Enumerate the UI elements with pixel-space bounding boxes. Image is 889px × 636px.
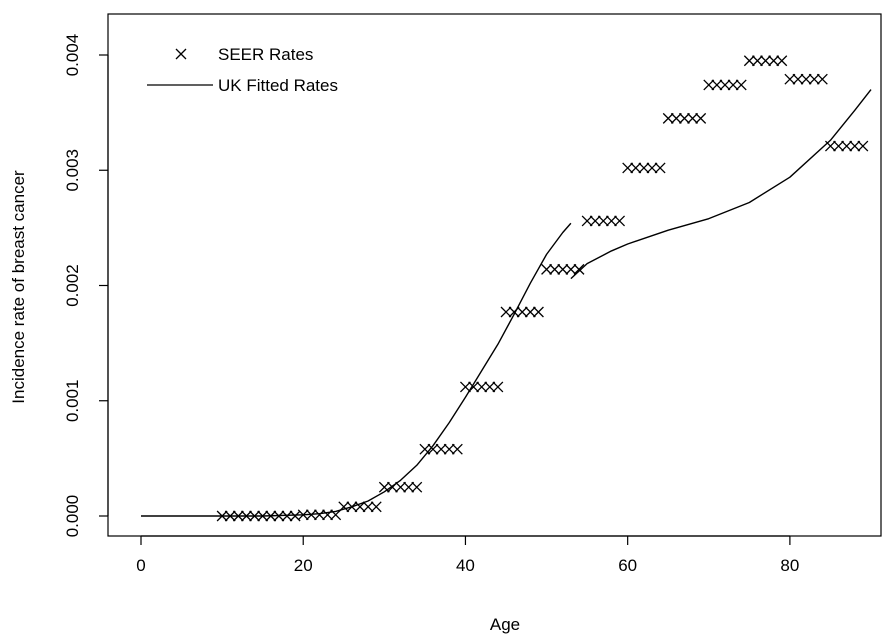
seer-point: [833, 140, 845, 152]
seer-point: [549, 263, 561, 275]
seer-point: [743, 55, 755, 67]
seer-point: [427, 443, 439, 455]
seer-point: [435, 443, 447, 455]
seer-point: [500, 306, 512, 318]
x-tick-label: 0: [136, 556, 145, 575]
seer-point: [711, 79, 723, 91]
seer-point: [581, 215, 593, 227]
seer-point: [776, 55, 788, 67]
legend: SEER Rates UK Fitted Rates: [147, 45, 338, 95]
seer-point: [605, 215, 617, 227]
legend-label-uk: UK Fitted Rates: [218, 76, 338, 95]
seer-point: [370, 501, 382, 513]
seer-point: [703, 79, 715, 91]
x-tick-label: 80: [780, 556, 799, 575]
seer-point: [557, 263, 569, 275]
seer-point: [816, 73, 828, 85]
seer-point: [524, 306, 536, 318]
y-axis-label: Incidence rate of breast cancer: [9, 170, 28, 404]
y-tick-label: 0.003: [63, 149, 82, 192]
y-tick-label: 0.000: [63, 495, 82, 538]
y-tick-label: 0.004: [63, 34, 82, 77]
seer-point: [459, 381, 471, 393]
y-tick-label: 0.002: [63, 264, 82, 307]
seer-point: [395, 481, 407, 493]
legend-x-marker: [175, 48, 187, 60]
x-tick-label: 20: [294, 556, 313, 575]
seer-point: [378, 481, 390, 493]
x-axis: 0 20 40 60 80: [136, 535, 799, 575]
seer-point: [589, 215, 601, 227]
seer-point: [443, 443, 455, 455]
y-tick-label: 0.001: [63, 379, 82, 422]
seer-point: [484, 381, 496, 393]
seer-point: [614, 215, 626, 227]
legend-entry-uk: UK Fitted Rates: [147, 76, 338, 95]
seer-point: [727, 79, 739, 91]
seer-point: [792, 73, 804, 85]
seer-point: [670, 112, 682, 124]
seer-point: [541, 263, 553, 275]
legend-label-seer: SEER Rates: [218, 45, 313, 64]
seer-point: [841, 140, 853, 152]
uk-fitted-line: [141, 222, 572, 517]
seer-point: [849, 140, 861, 152]
x-tick-label: 60: [618, 556, 637, 575]
seer-point: [419, 443, 431, 455]
seer-point: [403, 481, 415, 493]
series-layer: [141, 55, 872, 522]
seer-point: [573, 263, 585, 275]
seer-point: [597, 215, 609, 227]
seer-point: [646, 162, 658, 174]
seer-point: [678, 112, 690, 124]
seer-point: [751, 55, 763, 67]
legend-entry-seer: SEER Rates: [175, 45, 313, 64]
x-axis-label: Age: [490, 615, 520, 634]
seer-point: [630, 162, 642, 174]
seer-point: [784, 73, 796, 85]
seer-point: [735, 79, 747, 91]
seer-point: [451, 443, 463, 455]
seer-point: [638, 162, 650, 174]
seer-point: [808, 73, 820, 85]
seer-point: [768, 55, 780, 67]
seer-point: [362, 501, 374, 513]
seer-point: [695, 112, 707, 124]
seer-point: [516, 306, 528, 318]
seer-point: [565, 263, 577, 275]
seer-point: [760, 55, 772, 67]
seer-point: [622, 162, 634, 174]
seer-point: [857, 140, 869, 152]
seer-point: [476, 381, 488, 393]
seer-point: [313, 509, 325, 521]
seer-point: [411, 481, 423, 493]
seer-point: [800, 73, 812, 85]
seer-point: [492, 381, 504, 393]
seer-point: [654, 162, 666, 174]
seer-point: [662, 112, 674, 124]
seer-point: [687, 112, 699, 124]
uk-fitted-line: [570, 89, 872, 280]
seer-point: [532, 306, 544, 318]
seer-point: [719, 79, 731, 91]
x-tick-label: 40: [456, 556, 475, 575]
y-axis: 0.000 0.001 0.002 0.003 0.004: [63, 34, 109, 538]
